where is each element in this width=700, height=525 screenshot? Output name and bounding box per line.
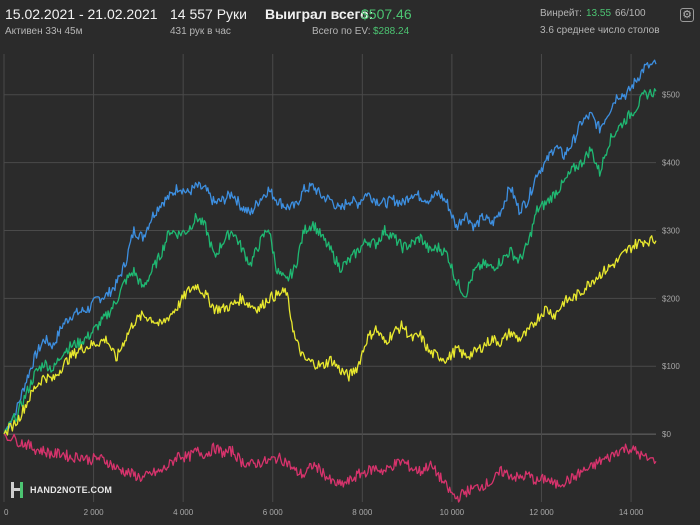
winrate-label: Винрейт: (540, 8, 582, 19)
avg-tables: 3.6 среднее число столов (540, 25, 660, 36)
y-tick-label: $400 (662, 159, 680, 168)
active-time: Активен 33ч 45м (5, 26, 83, 37)
date-range: 15.02.2021 - 21.02.2021 (5, 6, 158, 22)
x-tick-label: 4 000 (173, 508, 194, 517)
x-tick-label: 14 000 (619, 508, 644, 517)
axis-labels: $0 $100 $200 $300 $400 $500 0 2 000 4 000 6 000 8 … (4, 91, 680, 517)
ev-total-value: $288.24 (373, 26, 410, 37)
x-tick-label: 10 000 (440, 508, 465, 517)
series-line-pink (3, 433, 657, 503)
hand2note-logo-icon (10, 482, 24, 498)
won-total-value: $507.46 (361, 6, 412, 22)
y-tick-label: $0 (662, 430, 671, 439)
y-tick-label: $100 (662, 362, 680, 371)
winrate-value: 13.55 (586, 8, 612, 19)
x-tick-label: 2 000 (84, 508, 105, 517)
winrate-suffix: 66/100 (615, 8, 646, 19)
x-tick-label: 12 000 (529, 508, 554, 517)
grid-lines (3, 54, 656, 502)
gear-icon[interactable]: ⚙ (680, 8, 694, 22)
won-total-label: Выиграл всего: (265, 6, 374, 22)
hands-per-hour: 431 рук в час (170, 26, 231, 37)
graph-chart: $0 $100 $200 $300 $400 $500 0 2 000 4 000 6 000 8 … (3, 54, 680, 517)
x-tick-label: 0 (4, 508, 9, 517)
hands-count: 14 557 Руки (170, 6, 247, 22)
y-tick-label: $200 (662, 294, 680, 303)
series-line-green (3, 88, 657, 435)
series-line-blue (3, 59, 657, 435)
hand2note-logo-text: HAND2NOTE.COM (30, 485, 113, 495)
y-tick-label: $500 (662, 91, 680, 100)
series-lines (3, 59, 657, 503)
y-tick-label: $300 (662, 226, 680, 235)
x-tick-label: 8 000 (352, 508, 373, 517)
stats-header: 15.02.2021 - 21.02.2021 Активен 33ч 45м … (0, 0, 700, 40)
x-tick-label: 6 000 (263, 508, 284, 517)
ev-total-label: Всего по EV: (312, 26, 371, 37)
hand2note-logo: HAND2NOTE.COM (10, 482, 112, 498)
series-line-yellow (3, 235, 657, 436)
